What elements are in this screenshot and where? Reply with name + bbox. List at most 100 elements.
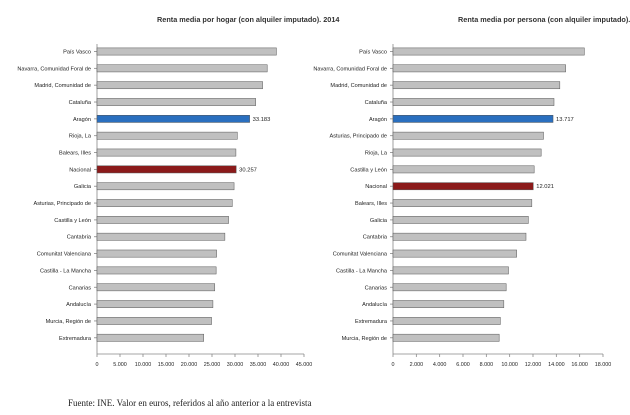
- chart2-category-label: Nacional: [365, 184, 387, 190]
- chart2-x-tick-label: 0: [392, 362, 395, 368]
- chart2-bar: [392, 333, 500, 342]
- chart2-category-label: Rioja, La: [365, 151, 388, 157]
- chart1-bar: [96, 300, 214, 308]
- chart1-category-label: Asturias, Principado de: [33, 201, 91, 207]
- chart1-x-tick-label: 20.000: [181, 362, 198, 368]
- chart2-x-tick-label: 4.000: [433, 362, 447, 368]
- chart1-category-label: Cantabria: [67, 235, 92, 241]
- chart2-category-label: Murcia, Región de: [342, 336, 387, 342]
- chart2-bar: [392, 283, 507, 292]
- chart1-category-label: Galicia: [74, 184, 92, 190]
- chart2-bar: [392, 317, 501, 325]
- chart2-bar: [392, 115, 554, 123]
- chart1-data-label: 30.257: [239, 167, 257, 173]
- chart2-category-label: Cantabria: [363, 235, 388, 241]
- chart2-category-label: Madrid, Comunidad de: [330, 83, 387, 89]
- chart2-bar: [392, 300, 505, 308]
- chart1-bar: [96, 131, 238, 140]
- chart2-x-tick-label: 2.000: [410, 362, 424, 368]
- chart2-category-label: Andalucía: [362, 302, 388, 308]
- chart2-x-tick-label: 14.000: [548, 362, 565, 368]
- chart1-bar: [96, 317, 212, 325]
- chart1-bar: [96, 115, 250, 123]
- chart2-category-label: Asturias, Principado de: [329, 134, 387, 140]
- chart1-bar: [96, 47, 277, 56]
- chart2-bar: [392, 81, 561, 90]
- chart2-bar: [392, 199, 533, 207]
- chart2-x-tick-label: 12.000: [525, 362, 542, 368]
- chart1-category-label: Cataluña: [69, 100, 92, 106]
- chart1-bar: [96, 249, 217, 258]
- chart1-bar: [96, 64, 268, 73]
- chart2-category-label: Castilla - La Mancha: [336, 268, 388, 274]
- chart1-category-label: Castilla y León: [54, 218, 91, 224]
- chart2-data-label: 13.717: [556, 117, 574, 123]
- chart2-bar: [392, 249, 517, 258]
- chart1-category-label: Comunitat Valenciana: [37, 252, 92, 258]
- chart2-category-label: Canarias: [365, 285, 388, 291]
- chart1-category-label: Canarias: [69, 285, 92, 291]
- chart2-category-label: Galicia: [370, 218, 388, 224]
- chart2-bar: [392, 266, 509, 275]
- chart2-category-label: Castilla y León: [350, 167, 387, 173]
- chart1-x-tick-label: 45.000: [296, 362, 313, 368]
- chart2-x-tick-label: 10.000: [501, 362, 518, 368]
- source-note: Fuente: INE. Valor en euros, referidos a…: [68, 398, 312, 408]
- chart1-bar: [96, 216, 229, 224]
- chart1-data-label: 33.183: [253, 117, 271, 123]
- chart2-bar: [392, 98, 555, 106]
- chart1-category-label: País Vasco: [63, 50, 91, 56]
- chart2-bar: [392, 232, 527, 241]
- chart2-data-label: 12.021: [536, 184, 554, 190]
- chart1-bar: [96, 232, 226, 241]
- chart1-category-label: Balears, Illes: [59, 151, 91, 157]
- chart2-bar: [392, 64, 566, 73]
- chart1-category-label: Nacional: [69, 167, 91, 173]
- chart2-bar: [392, 165, 535, 174]
- chart1-category-label: Navarra, Comunidad Foral de: [17, 66, 91, 72]
- chart2-category-label: Extremadura: [355, 319, 388, 325]
- chart2-bar: [392, 131, 544, 140]
- chart1-bar: [96, 199, 233, 207]
- chart1-bar: [96, 165, 237, 174]
- chart1-category-label: Andalucía: [66, 302, 92, 308]
- chart2-category-label: País Vasco: [359, 50, 387, 56]
- chart2-category-label: Balears, Illes: [355, 201, 387, 207]
- chart2-x-tick-label: 6.000: [456, 362, 470, 368]
- chart2-x-tick-label: 8.000: [480, 362, 494, 368]
- chart1-bar: [96, 81, 263, 90]
- chart1-x-tick-label: 40.000: [273, 362, 290, 368]
- chart2-x-tick-label: 18.000: [595, 362, 612, 368]
- chart1-category-label: Extremadura: [59, 336, 92, 342]
- chart1-x-tick-label: 30.000: [227, 362, 244, 368]
- chart1-bar: [96, 98, 256, 106]
- chart1-category-label: Aragón: [73, 117, 91, 123]
- chart1-x-tick-label: 35.000: [250, 362, 267, 368]
- chart1-category-label: Castilla - La Mancha: [40, 268, 92, 274]
- chart1-bar: [96, 266, 217, 275]
- chart1-x-tick-label: 25.000: [204, 362, 221, 368]
- chart2-category-label: Aragón: [369, 117, 387, 123]
- chart1-bar: [96, 182, 235, 191]
- chart1-x-tick-label: 15.000: [158, 362, 175, 368]
- chart1-x-tick-label: 0: [96, 362, 99, 368]
- chart2-bar: [392, 148, 542, 157]
- chart2-x-tick-label: 16.000: [571, 362, 588, 368]
- chart1-bar: [96, 333, 204, 342]
- chart2-bar: [392, 47, 585, 56]
- chart1-category-label: Madrid, Comunidad de: [34, 83, 91, 89]
- chart1-bar: [96, 283, 216, 292]
- chart1-title: Renta media por hogar (con alquiler impu…: [157, 15, 340, 24]
- chart1-x-tick-label: 10.000: [135, 362, 152, 368]
- chart2-bar: [392, 216, 529, 224]
- chart2-bar: [392, 182, 534, 191]
- chart2-category-label: Cataluña: [365, 100, 388, 106]
- chart1-category-label: Rioja, La: [69, 134, 92, 140]
- chart2-category-label: Navarra, Comunidad Foral de: [313, 66, 387, 72]
- chart2-category-label: Comunitat Valenciana: [333, 252, 388, 258]
- chart1-x-tick-label: 5.000: [113, 362, 127, 368]
- chart2-title: Renta media por persona (con alquiler im…: [458, 15, 630, 24]
- chart1-bar: [96, 148, 237, 157]
- chart1-category-label: Murcia, Región de: [46, 319, 91, 325]
